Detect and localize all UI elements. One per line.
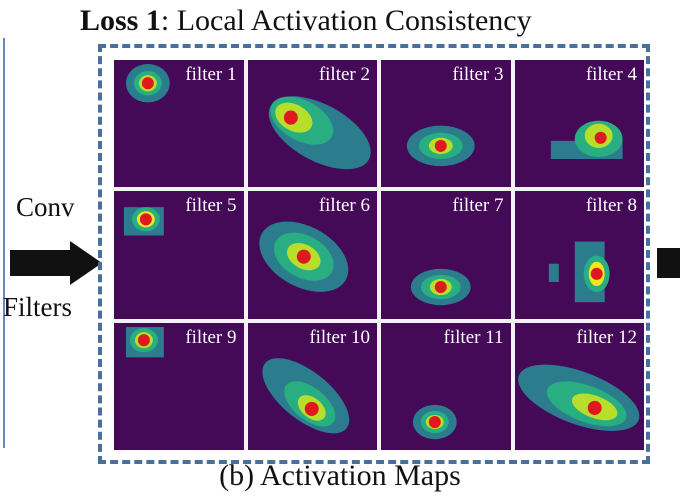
figure-caption: (b) Activation Maps <box>219 459 461 492</box>
activation-map-4: filter 4 <box>514 60 644 188</box>
filter-label: filter 9 <box>185 326 237 348</box>
filter-label: filter 3 <box>452 64 504 85</box>
filter-label: filter 4 <box>585 64 637 85</box>
conv-label: Conv <box>16 192 75 222</box>
activation-map-1: filter 1 <box>114 60 244 188</box>
filter-label: filter 8 <box>585 195 637 217</box>
right-arrow-stub-icon <box>657 248 680 278</box>
activation-map-10: filter 10 <box>247 322 377 450</box>
activation-map-3: filter 3 <box>381 60 511 188</box>
filter-label: filter 6 <box>318 195 370 217</box>
filter-label: filter 2 <box>318 64 370 85</box>
activation-map-9: filter 9 <box>114 322 244 450</box>
activation-grid: filter 1 filter 2 filter 3 filter 4 <box>114 60 644 450</box>
activation-map-12: filter 12 <box>514 322 644 450</box>
filter-label: filter 1 <box>185 64 237 85</box>
filter-label: filter 5 <box>185 195 237 217</box>
left-divider <box>3 38 5 448</box>
filters-label: Filters <box>3 292 73 322</box>
activation-frame <box>98 44 650 464</box>
activation-map-11: filter 11 <box>381 322 511 450</box>
filter-label: filter 12 <box>576 326 637 348</box>
filter-label: filter 10 <box>309 326 370 348</box>
figure-title: Loss 1: Local Activation Consistency <box>80 3 532 39</box>
activation-map-5: filter 5 <box>114 191 244 319</box>
filter-label: filter 7 <box>452 195 504 217</box>
activation-map-6: filter 6 <box>247 191 377 319</box>
activation-map-8: filter 8 <box>514 191 644 319</box>
filter-label: filter 11 <box>443 326 504 348</box>
title-bold: Loss 1 <box>80 4 161 37</box>
right-arrow-icon <box>10 241 102 285</box>
title-rest: : Local Activation Consistency <box>160 4 532 37</box>
activation-map-2: filter 2 <box>247 60 377 188</box>
activation-map-7: filter 7 <box>381 191 511 319</box>
